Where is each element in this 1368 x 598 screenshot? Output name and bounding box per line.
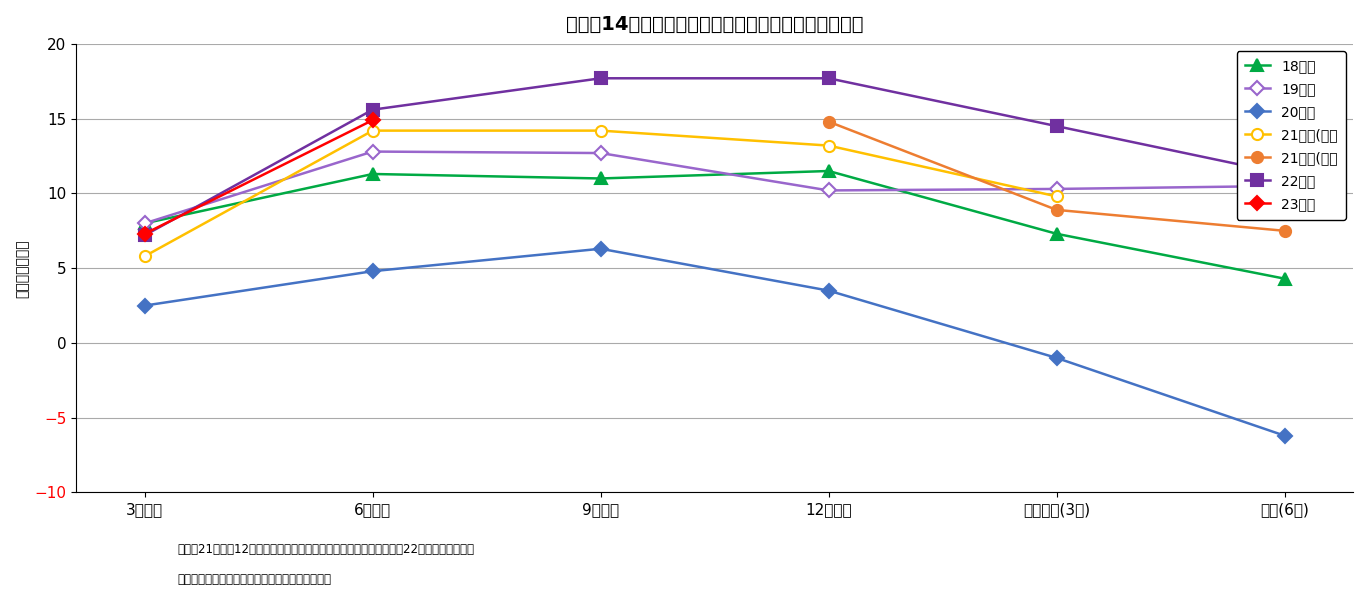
Line: 20年度: 20年度 [140,244,1290,441]
19年度 [137,219,153,227]
20年度 [821,287,837,294]
20年度 [592,245,609,252]
22年度 [592,75,609,82]
Line: 19年度: 19年度 [140,147,1290,228]
21年度(新） [1048,206,1064,213]
18年度 [592,175,609,182]
22年度 [821,75,837,82]
21年度(新） [821,118,837,125]
22年度 [364,106,380,113]
19年度 [1048,185,1064,193]
22年度 [137,231,153,239]
20年度 [1276,432,1293,440]
18年度 [821,167,837,175]
Line: 21年度(旧）: 21年度(旧） [140,125,1062,262]
Line: 18年度: 18年度 [140,166,1290,284]
Line: 21年度(新）: 21年度(新） [824,116,1290,236]
21年度(旧） [364,127,380,134]
22年度 [1276,170,1293,178]
19年度 [1276,182,1293,190]
22年度 [1048,123,1064,130]
19年度 [364,148,380,155]
21年度(新） [1276,227,1293,234]
19年度 [592,150,609,157]
23年度 [364,117,380,124]
21年度(旧） [821,142,837,149]
20年度 [364,267,380,274]
18年度 [364,170,380,178]
Legend: 18年度, 19年度, 20年度, 21年度(旧）, 21年度(新）, 22年度, 23年度: 18年度, 19年度, 20年度, 21年度(旧）, 21年度(新）, 22年度… [1237,51,1346,219]
Title: （図表14）ソフトウェア投資計画（全規模・全産業）: （図表14）ソフトウェア投資計画（全規模・全産業） [566,15,863,34]
Line: 22年度: 22年度 [140,73,1290,241]
18年度 [1276,275,1293,282]
21年度(旧） [137,252,153,260]
23年度 [137,230,153,237]
21年度(旧） [1048,193,1064,200]
20年度 [1048,355,1064,362]
20年度 [137,302,153,309]
19年度 [821,187,837,194]
Text: （資料）日本銀行「全国企業短期経済観測調査」: （資料）日本銀行「全国企業短期経済観測調査」 [178,573,332,586]
Text: （注）21年度分12月調査は新旧併記、実績見込み以降は新ベース、22年度分は新ベース: （注）21年度分12月調査は新旧併記、実績見込み以降は新ベース、22年度分は新ベ… [178,543,475,556]
18年度 [1048,230,1064,237]
Line: 23年度: 23年度 [140,115,378,239]
Y-axis label: （前年比：％）: （前年比：％） [15,239,29,298]
21年度(旧） [592,127,609,134]
18年度 [137,219,153,227]
